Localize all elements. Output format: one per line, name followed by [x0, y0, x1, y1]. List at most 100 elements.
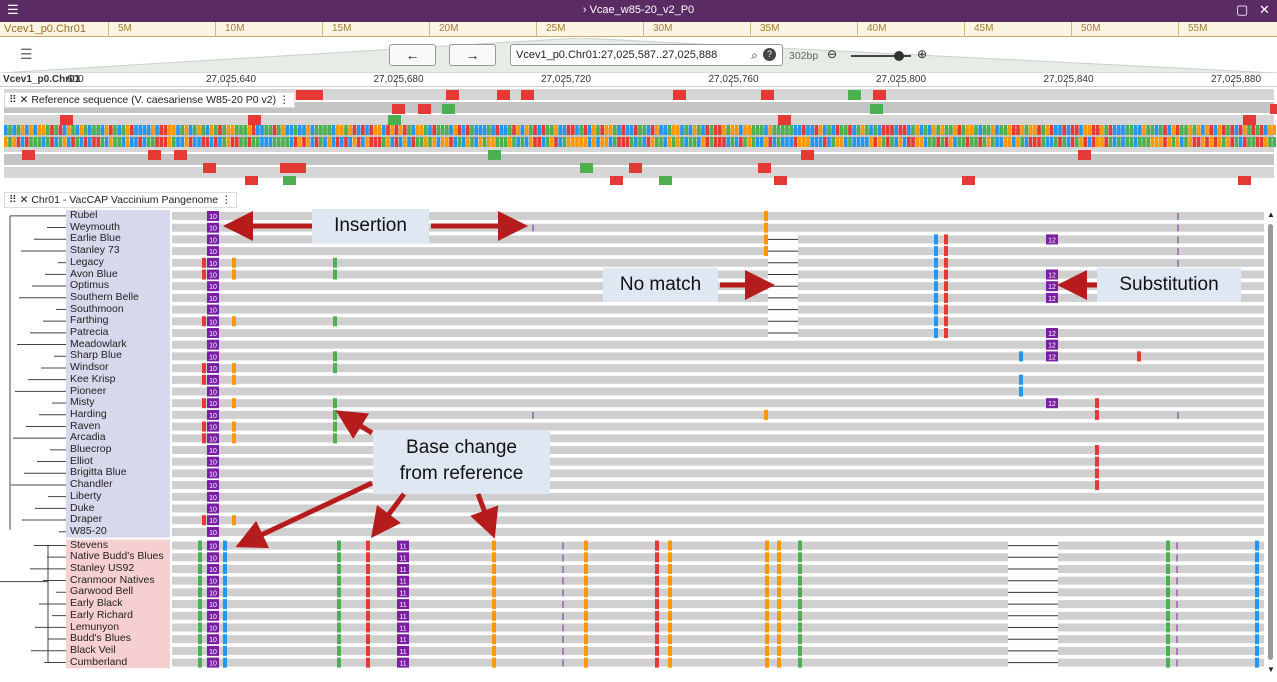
base — [940, 125, 945, 135]
variant-badge: 10 — [207, 634, 219, 645]
base — [541, 125, 546, 135]
base — [1033, 125, 1037, 135]
drag-handle-icon[interactable]: ⠿ — [9, 194, 17, 206]
snp-mark — [1019, 386, 1023, 397]
sample-name: Cranmoor Natives — [70, 573, 155, 586]
haplotype-row — [172, 434, 1264, 443]
variant-badge-box — [207, 552, 219, 563]
variant-badge-box — [207, 281, 219, 292]
search-icon[interactable]: ⌕ — [751, 48, 758, 62]
zoom-slider[interactable] — [851, 51, 911, 61]
base — [264, 137, 268, 147]
maximize-icon[interactable]: ▢ — [1236, 2, 1249, 17]
close-icon[interactable]: ✕ — [1259, 2, 1270, 17]
base — [1142, 125, 1146, 135]
zoom-slider-thumb[interactable] — [894, 51, 904, 61]
base — [1188, 125, 1192, 135]
snp-mark — [366, 610, 370, 621]
snp-mark — [333, 316, 337, 327]
ruler-tick-label: 27,025,640 — [206, 74, 257, 85]
base — [260, 137, 264, 147]
snp-mark — [333, 409, 337, 420]
base — [386, 125, 390, 135]
close-track-icon[interactable]: ✕ — [19, 94, 32, 106]
chevron-right-icon[interactable]: › — [582, 4, 590, 16]
base — [718, 125, 722, 135]
base — [230, 125, 235, 135]
variant-badge-box — [397, 552, 409, 563]
base — [16, 125, 21, 135]
variant-badge-box — [207, 363, 219, 374]
snp-mark — [777, 599, 781, 610]
pangenome-track[interactable]: 10I10II1012I10I10I1012I1012I101210101012… — [0, 190, 1277, 680]
insertion-mark: I — [1176, 647, 1179, 658]
scrollbar-thumb[interactable] — [1268, 224, 1273, 660]
zoom-in-icon[interactable]: ⊕ — [917, 47, 928, 61]
base — [709, 125, 714, 135]
base — [751, 137, 756, 147]
codon-mark — [442, 104, 455, 114]
variant-badge: 10 — [207, 211, 219, 221]
snp-mark — [1166, 657, 1170, 668]
base — [793, 125, 798, 135]
snp-mark — [668, 540, 672, 551]
window-title: › Vcae_w85-20_v2_P0 — [582, 4, 695, 16]
snp-mark — [655, 657, 659, 668]
base — [659, 137, 663, 147]
scroll-down-icon[interactable]: ▼ — [1267, 665, 1275, 674]
snp-mark — [202, 316, 206, 327]
overview-tick-line — [108, 22, 109, 37]
base — [646, 125, 651, 135]
sample-name: Avon Blue — [70, 267, 118, 280]
base — [991, 137, 995, 147]
base — [4, 125, 8, 135]
zoom-out-icon[interactable]: ⊖ — [827, 47, 838, 61]
location-input[interactable]: Vcev1_p0.Chr01:27,025,587..27,025,888 ⌕ … — [510, 44, 783, 66]
track-menu-icon[interactable]: ⋮ — [279, 94, 290, 106]
hamburger-menu-icon[interactable]: ☰ — [7, 2, 19, 17]
track-menu-icon[interactable]: ⋮ — [221, 194, 232, 206]
base — [814, 137, 819, 147]
base — [533, 137, 537, 147]
base — [4, 137, 8, 147]
base — [125, 125, 130, 135]
base — [1075, 137, 1079, 147]
base — [613, 137, 617, 147]
base — [453, 125, 457, 135]
variant-badge-text: 11 — [399, 602, 406, 609]
snp-mark — [333, 351, 337, 362]
base — [1054, 137, 1058, 147]
menu-list-icon[interactable]: ☰ — [20, 46, 33, 62]
reference-sequence-track[interactable]: ⠿ ✕ Reference sequence (V. caesariense W… — [0, 87, 1277, 185]
base — [621, 125, 625, 135]
base — [848, 125, 852, 135]
base — [1259, 125, 1264, 135]
sample-name: Rubel — [70, 209, 98, 221]
chromosome-overview[interactable]: Vcev1_p0.Chr01 5M 10M 15M 20M 25M 30M 35M 40M 45… — [0, 22, 1277, 37]
variant-badge: 12 — [1046, 339, 1058, 350]
base — [688, 137, 693, 147]
sample-name: Early Richard — [70, 608, 134, 621]
base — [100, 125, 105, 135]
variant-badge-text: 10 — [209, 378, 217, 385]
back-button[interactable]: ← — [389, 44, 436, 66]
vertical-scrollbar[interactable]: ▲ ▼ — [1266, 210, 1275, 674]
base — [1045, 125, 1050, 135]
snp-mark — [1255, 645, 1259, 656]
base — [634, 125, 638, 135]
drag-handle-icon[interactable]: ⠿ — [9, 94, 17, 106]
base — [218, 125, 222, 135]
variant-badge-text: 11 — [399, 626, 406, 633]
base — [470, 137, 474, 147]
haplotype-row — [172, 364, 1264, 373]
forward-button[interactable]: → — [449, 44, 496, 66]
base — [932, 125, 936, 135]
variant-badge-text: 10 — [209, 637, 217, 644]
close-track-icon[interactable]: ✕ — [19, 194, 32, 206]
variant-badge-box — [207, 433, 219, 444]
variant-badge-box — [207, 480, 219, 491]
haplotype-row — [172, 293, 1264, 302]
variant-badge-text: 10 — [209, 273, 217, 280]
scroll-up-icon[interactable]: ▲ — [1267, 210, 1275, 219]
help-icon[interactable]: ? — [763, 48, 776, 61]
